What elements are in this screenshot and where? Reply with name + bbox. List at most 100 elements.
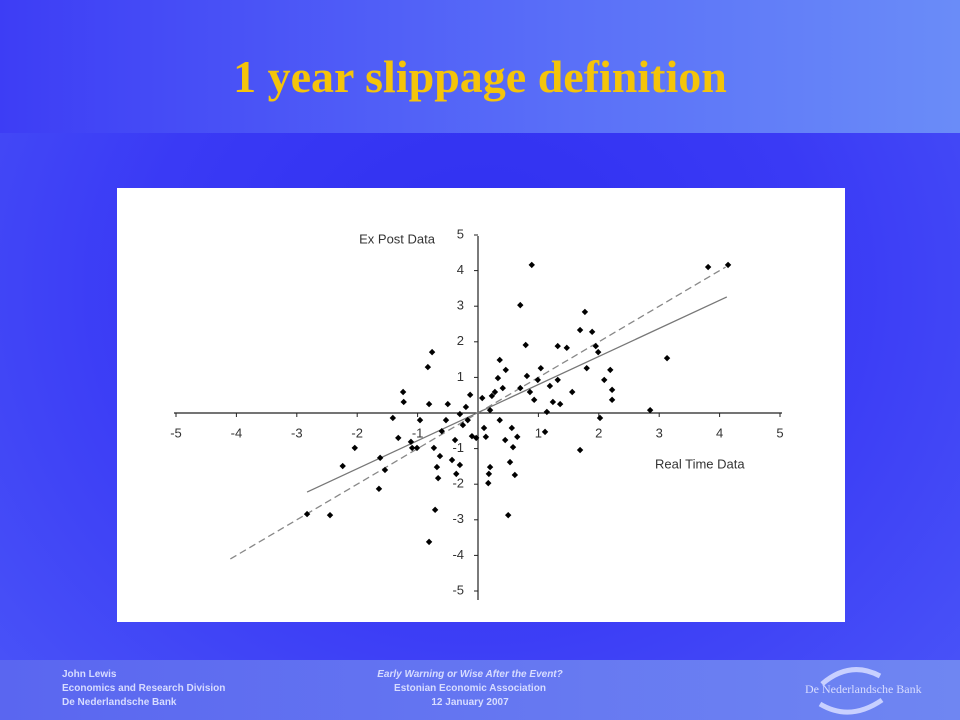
footer-center: Estonian Economic Association (394, 683, 546, 694)
point (486, 463, 494, 471)
point (464, 416, 471, 424)
point (543, 408, 551, 416)
point (494, 374, 502, 382)
point (506, 458, 514, 466)
point (351, 444, 358, 452)
y-axis-label: Ex Post Data (359, 231, 436, 246)
point (583, 364, 590, 372)
point (472, 434, 480, 442)
point (514, 433, 521, 441)
x-tick-label: -3 (291, 425, 303, 440)
x-tick-label: 4 (716, 425, 723, 440)
point (724, 261, 732, 269)
point (303, 510, 311, 518)
point (522, 341, 529, 349)
point (537, 364, 545, 372)
point (588, 328, 596, 336)
point (663, 354, 671, 362)
point (523, 372, 531, 380)
footer-left: John Lewis (62, 669, 117, 680)
point (425, 538, 433, 546)
x-tick-label: -1 (412, 425, 424, 440)
point (502, 366, 509, 374)
point (546, 382, 554, 390)
point (509, 443, 517, 451)
point (416, 416, 424, 424)
point (482, 433, 490, 441)
point (534, 376, 541, 384)
point (413, 444, 421, 452)
point (511, 471, 519, 479)
point (442, 416, 450, 424)
point (462, 403, 470, 411)
x-tick-label: 2 (595, 425, 602, 440)
point (326, 511, 334, 519)
point (381, 466, 389, 474)
point (607, 366, 614, 374)
point (505, 511, 512, 519)
y-tick-label: -1 (452, 440, 464, 455)
x-tick-label: 1 (535, 425, 542, 440)
point (608, 396, 616, 404)
y-tick-label: 5 (457, 226, 464, 241)
point (453, 470, 460, 478)
chart: Ex Post Data Real Time Data -5 -4 -3 -2 -1 1 2… (117, 188, 845, 622)
point (556, 400, 564, 408)
point (436, 452, 444, 460)
footer-left: Economics and Research Division (62, 683, 226, 694)
y-tick-label: 4 (457, 262, 464, 277)
point (399, 388, 407, 396)
y-tick-label: 1 (457, 369, 464, 384)
x-axis-label: Real Time Data (655, 456, 745, 471)
point (569, 388, 576, 396)
point (339, 462, 346, 470)
point (563, 344, 570, 352)
footer-center: Early Warning or Wise After the Event? (377, 669, 563, 680)
point (395, 434, 402, 442)
x-tick-label: 3 (656, 425, 663, 440)
point (594, 348, 602, 356)
footer-left: De Nederlandsche Bank (62, 697, 177, 708)
point (431, 506, 439, 514)
point (444, 400, 451, 408)
point (508, 424, 516, 432)
point (456, 461, 464, 469)
point (530, 396, 538, 404)
x-tick-label: 5 (776, 425, 783, 440)
point (485, 479, 492, 487)
point (430, 444, 438, 452)
point (376, 454, 384, 462)
point (601, 376, 608, 384)
point (389, 414, 397, 422)
y-tick-label: 2 (457, 333, 464, 348)
point (479, 394, 486, 402)
point (428, 348, 436, 356)
point (554, 376, 561, 384)
point (549, 398, 557, 406)
point (576, 326, 584, 334)
y-tick-label: -2 (452, 476, 464, 491)
point (592, 342, 599, 350)
y-tick-label: -3 (452, 511, 464, 526)
y-tick-label: -5 (452, 582, 464, 597)
point (528, 261, 535, 269)
logo-text: De Nederlandsche Bank (805, 682, 922, 696)
footer: John Lewis Economics and Research Divisi… (0, 660, 960, 720)
point (459, 421, 467, 429)
point (425, 400, 433, 408)
footer-center: 12 January 2007 (431, 697, 509, 708)
point (704, 263, 712, 271)
point (424, 363, 432, 371)
fit-line (306, 296, 728, 493)
point (375, 485, 383, 493)
point (408, 444, 416, 452)
point (486, 406, 494, 414)
point (466, 391, 474, 399)
point (496, 356, 503, 364)
point (407, 438, 415, 446)
y-tick-label: 3 (457, 298, 464, 313)
point (433, 463, 441, 471)
title-band (0, 0, 960, 133)
point (501, 436, 509, 444)
